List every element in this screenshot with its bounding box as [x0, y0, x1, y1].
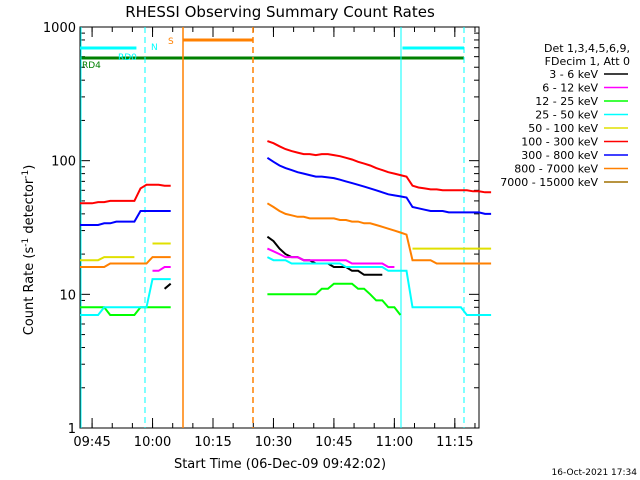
series-line: [152, 247, 395, 272]
chart-series: [80, 140, 492, 316]
legend-label: 100 - 300 keV: [521, 136, 598, 149]
series-line: [80, 156, 492, 226]
series-line: [80, 282, 402, 316]
legend-label: 12 - 25 keV: [535, 95, 598, 108]
y-tick-label: 1000: [43, 21, 76, 36]
legend-label: 300 - 800 keV: [521, 149, 598, 162]
footer-date: 16-Oct-2021 17:34: [552, 468, 638, 478]
x-tick-label: 11:00: [376, 435, 413, 450]
annotation-label: N: [151, 43, 158, 53]
chart-decorations: RD0 RD4 NS: [80, 27, 465, 428]
annotation-label: RD0: [118, 53, 137, 63]
chart-legend: Det 1,3,4,5,6,9,FDecim 1, Att 03 - 6 keV…: [500, 42, 630, 189]
series-line: [80, 256, 492, 316]
annotation-label: RD4: [82, 61, 101, 71]
legend-label: 800 - 7000 keV: [514, 163, 598, 176]
y-tick-label: 100: [51, 155, 76, 170]
y-axis-ticks: 1 10 100 1000: [43, 21, 479, 437]
legend-label: 50 - 100 keV: [528, 122, 598, 135]
x-tick-label: 10:15: [194, 435, 231, 450]
x-axis-label: Start Time (06-Dec-09 09:42:02): [174, 457, 386, 472]
x-tick-label: 10:45: [315, 435, 352, 450]
chart-title: RHESSI Observing Summary Count Rates: [125, 3, 435, 21]
legend-label: 6 - 12 keV: [542, 82, 598, 95]
x-tick-label: 11:15: [436, 435, 473, 450]
series-line: [80, 140, 492, 205]
legend-header: Det 1,3,4,5,6,9,: [544, 42, 630, 55]
legend-label: 25 - 50 keV: [535, 109, 598, 122]
y-tick-label: 1: [68, 422, 76, 437]
x-axis-ticks: 09:45 10:00 10:15 10:30 10:45 11:00 11:15: [73, 27, 476, 450]
annotation-label: S: [168, 37, 174, 47]
legend-header: FDecim 1, Att 0: [545, 55, 630, 68]
y-tick-label: 10: [59, 288, 76, 303]
x-tick-label: 09:45: [73, 435, 110, 450]
y-axis-label: Count Rate (s-1 detector-1): [21, 165, 37, 336]
x-tick-label: 10:00: [134, 435, 171, 450]
series-line: [80, 202, 492, 268]
legend-label: 3 - 6 keV: [549, 68, 598, 81]
x-tick-label: 10:30: [255, 435, 292, 450]
legend-label: 7000 - 15000 keV: [500, 176, 598, 189]
plot-frame: [79, 26, 480, 429]
series-line: [80, 242, 492, 262]
